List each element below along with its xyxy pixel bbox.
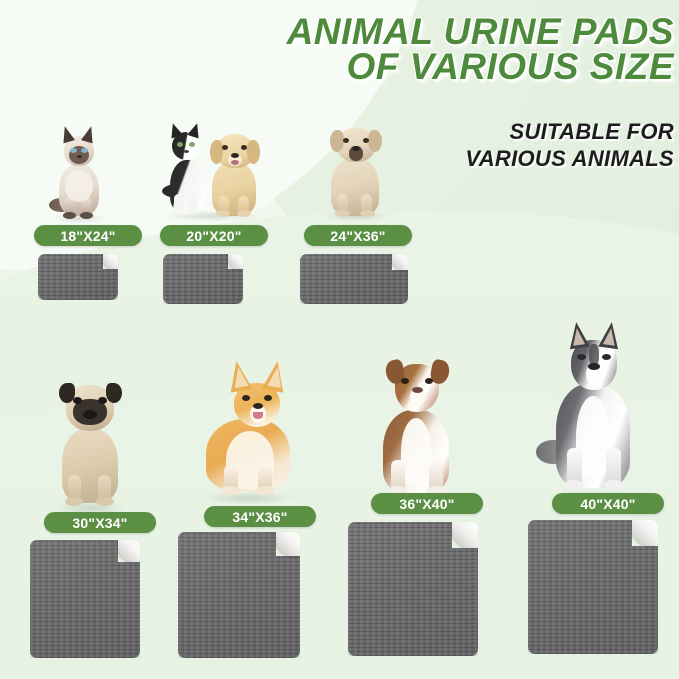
animal-tuxedo-cat-and-labrador-puppy <box>160 121 262 222</box>
size-badge-30x34: 30"X34" <box>44 512 156 533</box>
size-badge-20x20: 20"X20" <box>160 225 268 246</box>
pad-folded-corner <box>276 532 300 556</box>
pad-20x20 <box>163 254 243 304</box>
pad-folded-corner <box>118 540 140 562</box>
page-title: ANIMAL URINE PADS OF VARIOUS SIZE <box>286 11 674 87</box>
pad-34x36 <box>178 532 300 658</box>
pad-folded-corner <box>228 254 243 269</box>
animal-tan-dog <box>317 120 395 222</box>
size-badge-label: 18"X24" <box>60 227 116 244</box>
pad-30x34 <box>30 540 140 658</box>
size-badge-18x24: 18"X24" <box>34 225 142 246</box>
pad-folded-corner <box>452 522 478 548</box>
animal-siberian-husky <box>536 320 648 505</box>
pad-36x40 <box>348 522 478 656</box>
size-badge-36x40: 36"X40" <box>371 493 483 514</box>
size-badge-label: 34"X36" <box>232 508 288 525</box>
size-badge-label: 24"X36" <box>330 227 386 244</box>
pad-folded-corner <box>103 254 118 269</box>
size-badge-34x36: 34"X36" <box>204 506 316 527</box>
size-badge-label: 30"X34" <box>72 514 128 531</box>
animal-pug <box>50 377 130 515</box>
pad-24x36 <box>300 254 408 304</box>
pad-folded-corner <box>632 520 658 546</box>
animal-corgi <box>192 359 306 505</box>
pad-40x40 <box>528 520 658 654</box>
animal-australian-shepherd <box>367 352 467 504</box>
size-badge-24x36: 24"X36" <box>304 225 412 246</box>
animal-siamese-cat <box>47 124 109 224</box>
page-subtitle: SUITABLE FOR VARIOUS ANIMALS <box>465 119 674 171</box>
pad-18x24 <box>38 254 118 300</box>
size-badge-label: 40"X40" <box>580 495 636 512</box>
size-badge-40x40: 40"X40" <box>552 493 664 514</box>
size-badge-label: 36"X40" <box>399 495 455 512</box>
pad-surface <box>300 254 408 304</box>
size-badge-label: 20"X20" <box>186 227 242 244</box>
pad-folded-corner <box>392 254 408 270</box>
